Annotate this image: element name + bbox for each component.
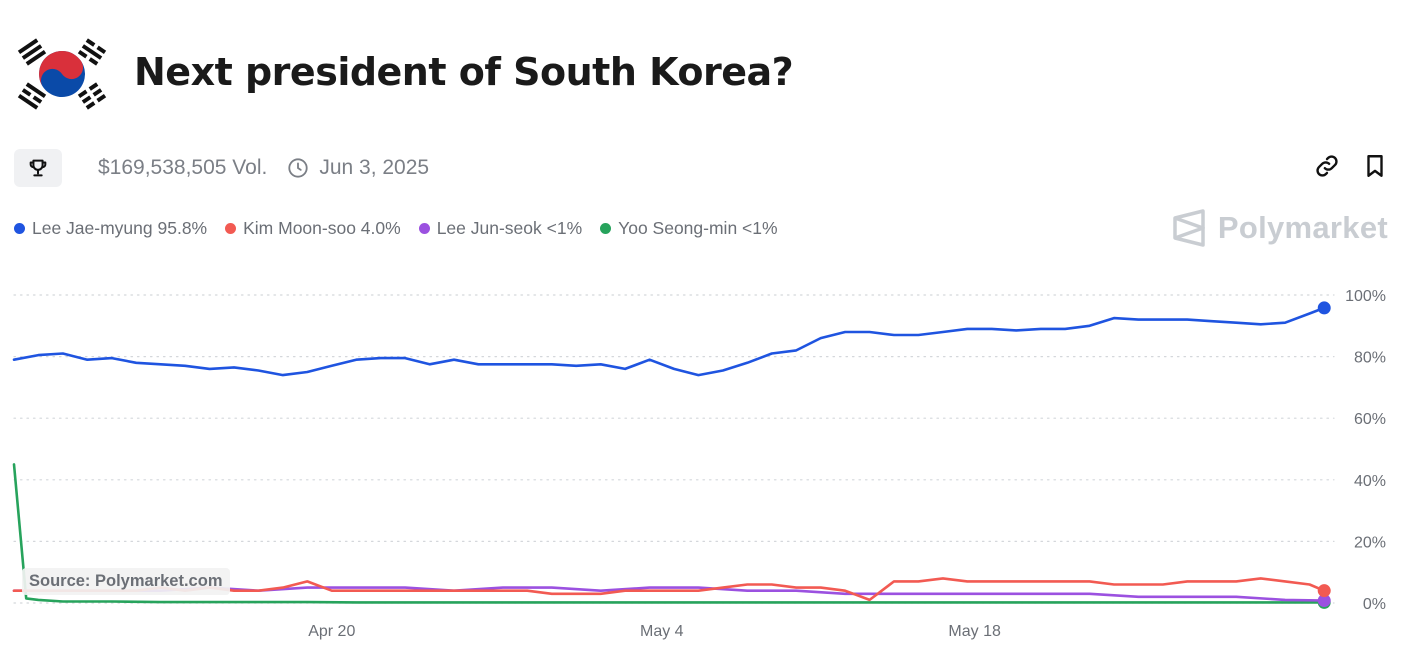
legend-dot bbox=[14, 223, 25, 234]
series-line-yoo-seong-min bbox=[12, 463, 1326, 604]
end-date-text: Jun 3, 2025 bbox=[319, 156, 430, 179]
page-title: Next president of South Korea? bbox=[134, 50, 794, 94]
source-label: Source: Polymarket.com bbox=[22, 568, 230, 595]
volume-text: $169,538,505 Vol. bbox=[98, 156, 268, 179]
legend-dot bbox=[225, 223, 237, 234]
y-tick-label: 60% bbox=[1354, 411, 1386, 428]
legend-label: Lee Jae-myung 95.8% bbox=[32, 218, 208, 238]
y-tick-label: 20% bbox=[1354, 534, 1386, 551]
clock-icon bbox=[288, 158, 308, 178]
trophy-icon bbox=[29, 159, 47, 177]
legend-item-kim-moon-soo[interactable]: Kim Moon-soo 4.0% bbox=[225, 218, 401, 239]
legend-item-lee-jae-myung[interactable]: Lee Jae-myung 95.8% bbox=[14, 218, 207, 239]
market-actions bbox=[1314, 153, 1388, 179]
bookmark-button[interactable] bbox=[1362, 153, 1388, 179]
y-tick-label: 0% bbox=[1363, 596, 1386, 613]
legend-dot bbox=[600, 223, 612, 234]
y-tick-label: 100% bbox=[1345, 288, 1386, 305]
y-tick-label: 40% bbox=[1354, 473, 1386, 490]
trophy-button[interactable] bbox=[14, 149, 62, 187]
series-end-marker bbox=[1317, 594, 1331, 608]
series-line-kim-moon-soo bbox=[12, 577, 1326, 602]
polymarket-brand: Polymarket bbox=[1172, 208, 1388, 248]
x-tick-label: May 4 bbox=[640, 623, 684, 640]
x-tick-label: Apr 20 bbox=[308, 623, 355, 640]
link-icon bbox=[1316, 155, 1338, 177]
south-korea-flag-icon bbox=[17, 38, 107, 110]
price-chart[interactable]: 100% 80% 60% 40% 20% 0% Apr 20 May 4 May 18 bbox=[0, 270, 1424, 650]
polymarket-logo-icon bbox=[1173, 209, 1205, 247]
x-tick-label: May 18 bbox=[948, 623, 1001, 640]
market-meta: $169,538,505 Vol. Jun 3, 2025 bbox=[14, 148, 429, 188]
series-line-lee-jun-seok bbox=[12, 586, 1326, 602]
chart-legend: Lee Jae-myung 95.8% Kim Moon-soo 4.0% Le… bbox=[14, 218, 778, 239]
legend-item-lee-jun-seok[interactable]: Lee Jun-seok <1% bbox=[418, 218, 583, 239]
legend-label: Kim Moon-soo 4.0% bbox=[243, 218, 401, 238]
y-tick-label: 80% bbox=[1354, 350, 1386, 367]
legend-label: Lee Jun-seok <1% bbox=[436, 218, 583, 238]
brand-name: Polymarket bbox=[1217, 210, 1388, 245]
series-end-marker bbox=[1317, 301, 1331, 315]
series-end-marker bbox=[1317, 584, 1331, 598]
legend-dot bbox=[418, 223, 430, 234]
legend-label: Yoo Seong-min <1% bbox=[618, 218, 778, 238]
bookmark-icon bbox=[1367, 155, 1383, 177]
series-line-lee-jae-myung bbox=[12, 306, 1326, 377]
legend-item-yoo-seong-min[interactable]: Yoo Seong-min <1% bbox=[600, 218, 778, 239]
copy-link-button[interactable] bbox=[1314, 153, 1340, 179]
